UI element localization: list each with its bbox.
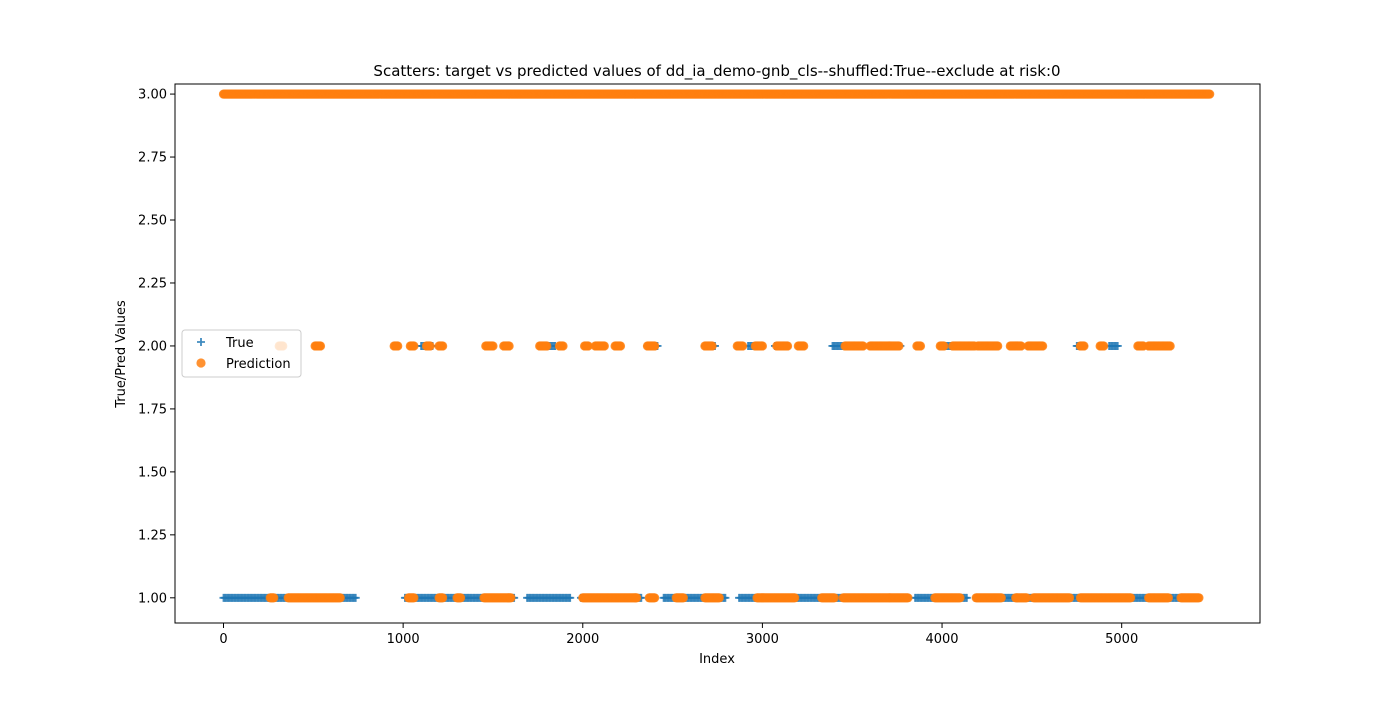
plot-area-frame — [174, 83, 1261, 624]
prediction-point — [714, 593, 724, 603]
y-tick-label: 2.75 — [138, 151, 167, 166]
prediction-point — [996, 593, 1006, 603]
prediction-point — [782, 341, 793, 351]
prediction-point — [335, 593, 345, 603]
prediction-point — [1064, 593, 1075, 603]
prediction-point — [707, 341, 717, 351]
y-tick-label: 1.50 — [138, 465, 167, 480]
prediction-point — [1016, 341, 1026, 351]
prediction-point — [829, 593, 839, 603]
y-axis-label: True/Pred Values — [114, 300, 129, 409]
x-tick-label: 3000 — [746, 632, 779, 647]
y-tick-label: 1.00 — [138, 591, 167, 606]
y-tick-label: 2.00 — [138, 339, 167, 354]
prediction-point — [1126, 593, 1136, 603]
prediction-point — [393, 341, 403, 351]
prediction-point — [504, 341, 514, 351]
x-tick-label: 2000 — [566, 632, 599, 647]
prediction-point — [1021, 593, 1032, 603]
legend-prediction-marker — [196, 358, 206, 368]
prediction-point — [542, 341, 552, 351]
prediction-point — [650, 593, 660, 603]
legend-prediction-label: Prediction — [226, 357, 291, 372]
prediction-point — [488, 341, 498, 351]
prediction-point — [993, 341, 1003, 351]
prediction-point — [915, 341, 926, 351]
prediction-point — [409, 341, 419, 351]
legend-box — [181, 329, 302, 378]
y-tick-label: 2.50 — [138, 214, 167, 229]
x-axis: 0 1000 2000 3000 4000 5000 — [219, 623, 1138, 647]
prediction-point — [438, 341, 448, 351]
prediction-point — [1165, 341, 1175, 351]
prediction-point — [903, 593, 913, 603]
y-axis: 1.00 1.25 1.50 1.75 2.00 2.25 2.50 2.75 3.00 — [138, 88, 175, 606]
prediction-point — [269, 593, 279, 603]
prediction-point — [1194, 593, 1204, 603]
prediction-point — [1079, 341, 1089, 351]
prediction-point — [738, 341, 748, 351]
true-point — [1113, 341, 1122, 350]
prediction-point — [1099, 341, 1109, 351]
prediction-point — [1205, 89, 1215, 99]
x-tick-label: 4000 — [925, 632, 958, 647]
true-point — [566, 593, 575, 602]
prediction-point — [409, 593, 419, 603]
prediction-series — [218, 89, 1215, 603]
y-tick-label: 3.00 — [138, 88, 167, 103]
prediction-point — [757, 341, 768, 351]
prediction-point — [315, 341, 326, 351]
prediction-point — [438, 593, 448, 603]
prediction-point — [858, 341, 868, 351]
x-axis-label: Index — [699, 652, 735, 667]
prediction-point — [1163, 593, 1173, 603]
chart-title: Scatters: target vs predicted values of … — [373, 62, 1060, 81]
y-tick-label: 1.25 — [138, 528, 167, 543]
prediction-point — [955, 593, 965, 603]
prediction-point — [558, 341, 568, 351]
x-tick-label: 1000 — [387, 632, 420, 647]
prediction-point — [632, 593, 642, 603]
prediction-point — [506, 593, 516, 603]
x-tick-label: 0 — [219, 632, 227, 647]
prediction-point — [456, 593, 466, 603]
prediction-point — [615, 341, 626, 351]
legend: True Prediction — [181, 329, 302, 378]
prediction-point — [1038, 341, 1048, 351]
prediction-point — [894, 341, 904, 351]
x-tick-label: 5000 — [1105, 632, 1138, 647]
legend-true-marker — [197, 338, 205, 346]
prediction-point — [583, 341, 593, 351]
prediction-point — [790, 593, 800, 603]
legend-prediction-circle-marker — [196, 358, 206, 368]
prediction-point — [425, 341, 435, 351]
prediction-point — [939, 341, 949, 351]
prediction-point — [799, 341, 809, 351]
y-tick-label: 2.25 — [138, 276, 167, 291]
y-tick-label: 1.75 — [138, 402, 167, 417]
legend-true-plus-marker — [197, 338, 205, 346]
true-series — [219, 341, 1190, 602]
true-point — [351, 593, 360, 602]
prediction-point — [678, 593, 688, 603]
legend-true-label: True — [225, 336, 254, 351]
prediction-point — [599, 341, 609, 351]
prediction-point — [650, 341, 660, 351]
